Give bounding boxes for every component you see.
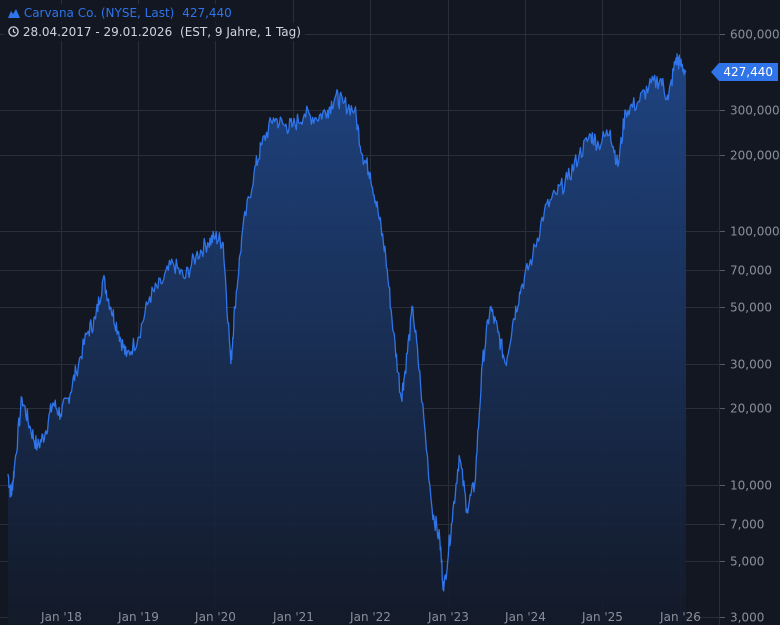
x-tick-label: Jan '24 [504, 610, 546, 624]
x-tick-label: Jan '25 [581, 610, 623, 624]
x-tick-label: Jan '19 [117, 610, 159, 624]
y-tick-label: 3,000 [730, 611, 764, 625]
y-tick-label: 300,000 [730, 104, 780, 118]
last-price-label: 427,440 [711, 63, 778, 81]
x-tick-label: Jan '18 [40, 610, 82, 624]
y-tick-label: 20,000 [730, 402, 772, 416]
x-tick-label: Jan '22 [349, 610, 391, 624]
instrument-name: Carvana Co. (NYSE, Last) [23, 6, 175, 20]
y-tick-label: 10,000 [730, 479, 772, 493]
x-axis[interactable]: Jan '18 Jan '19 Jan '20 Jan '21 Jan '22 Jan '… [40, 610, 701, 624]
y-tick-label: 5,000 [730, 555, 764, 569]
price-area-fill [8, 53, 686, 625]
x-tick-label: Jan '20 [194, 610, 236, 624]
x-tick-label: Jan '21 [272, 610, 314, 624]
y-tick-label: 30,000 [730, 358, 772, 372]
chart-legend: Carvana Co. (NYSE, Last) 427,440 28.04.2… [4, 4, 305, 42]
x-tick-label: Jan '23 [427, 610, 469, 624]
clock-icon [8, 26, 19, 37]
y-axis[interactable]: 600,000 300,000 200,000 100,000 70,000 50,000… [720, 28, 780, 625]
price-line [7, 53, 687, 592]
last-value: 427,440 [182, 6, 232, 20]
y-tick-label: 200,000 [730, 149, 780, 163]
legend-title-row: Carvana Co. (NYSE, Last) 427,440 [4, 4, 236, 22]
y-tick-label: 100,000 [730, 225, 780, 239]
range-info: (EST, 9 Jahre, 1 Tag) [180, 25, 301, 39]
x-tick-label: Jan '26 [659, 610, 701, 624]
y-tick-label: 7,000 [730, 518, 764, 532]
mountain-chart-icon [8, 9, 20, 18]
y-tick-label: 600,000 [730, 28, 780, 42]
date-range: 28.04.2017 - 29.01.2026 [22, 25, 173, 39]
y-tick-label: 70,000 [730, 264, 772, 278]
legend-range-row: 28.04.2017 - 29.01.2026 (EST, 9 Jahre, 1… [4, 23, 305, 41]
y-tick-label: 50,000 [730, 301, 772, 315]
